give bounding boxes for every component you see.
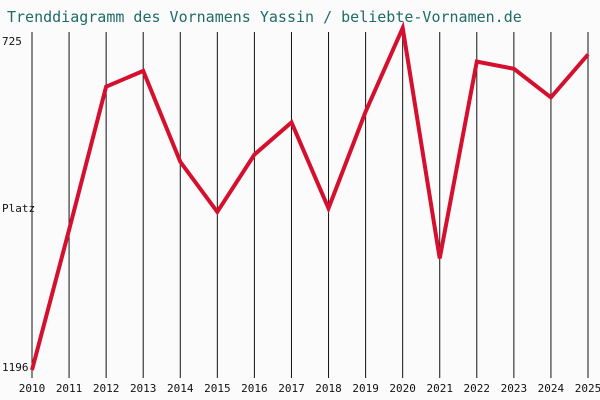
x-tick-2016: 2016 bbox=[241, 382, 268, 395]
x-tick-2012: 2012 bbox=[93, 382, 120, 395]
x-tick-2011: 2011 bbox=[56, 382, 83, 395]
y-tick-top: 725 bbox=[2, 35, 22, 48]
x-axis-ticks: 2010 2011 2012 2013 2014 2015 2016 2017 2018 2019… bbox=[19, 382, 600, 395]
y-axis-ticks: Platz 725 1196 bbox=[2, 35, 35, 374]
x-tick-2014: 2014 bbox=[167, 382, 194, 395]
x-tick-2018: 2018 bbox=[315, 382, 342, 395]
x-tick-2017: 2017 bbox=[278, 382, 305, 395]
series-layer bbox=[30, 21, 590, 371]
x-tick-2022: 2022 bbox=[464, 382, 491, 395]
x-tick-2019: 2019 bbox=[352, 382, 379, 395]
series-line bbox=[30, 21, 590, 371]
x-tick-2024: 2024 bbox=[538, 382, 565, 395]
y-axis-label: Platz bbox=[2, 202, 35, 215]
x-tick-2013: 2013 bbox=[130, 382, 157, 395]
x-tick-2023: 2023 bbox=[501, 382, 528, 395]
x-tick-2015: 2015 bbox=[204, 382, 231, 395]
y-tick-bottom: 1196 bbox=[2, 361, 29, 374]
x-tick-2010: 2010 bbox=[19, 382, 46, 395]
x-tick-2025: 2025 bbox=[575, 382, 600, 395]
chart-title: Trenddiagramm des Vornamens Yassin / bel… bbox=[7, 8, 522, 26]
x-tick-2020: 2020 bbox=[389, 382, 416, 395]
x-tick-2021: 2021 bbox=[426, 382, 453, 395]
